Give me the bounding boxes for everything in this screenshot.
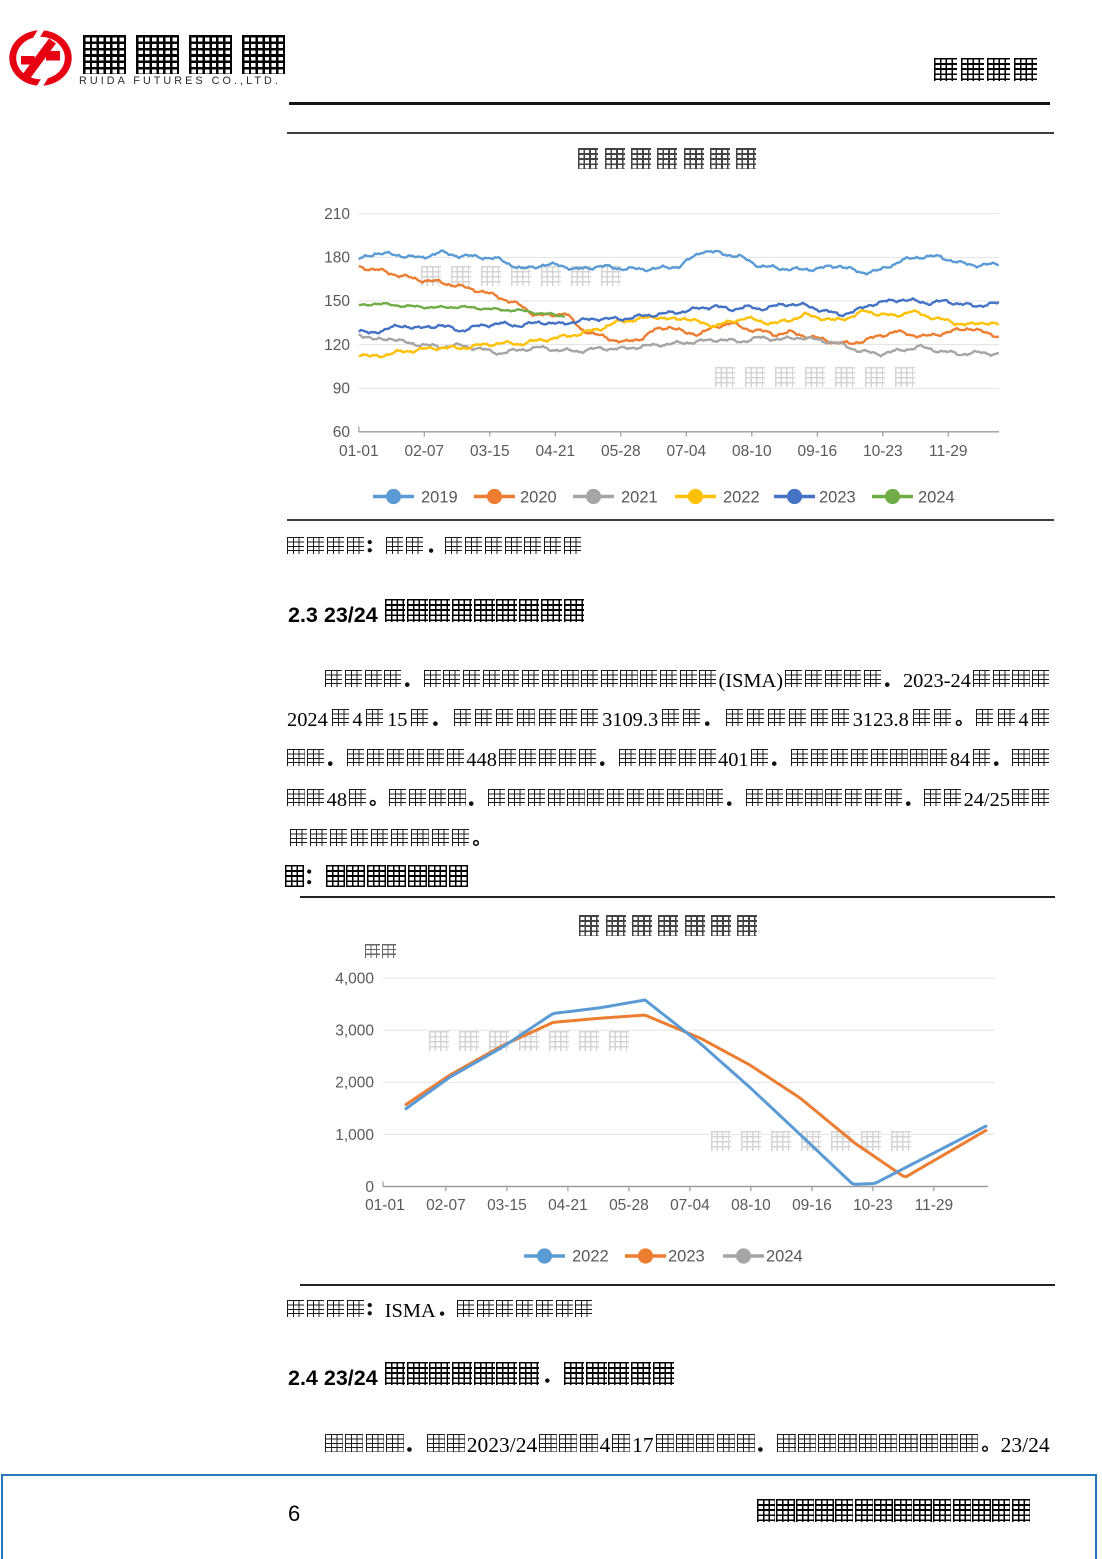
svg-text:10-23: 10-23 xyxy=(863,443,903,460)
svg-text:02-07: 02-07 xyxy=(404,443,444,460)
svg-text:150: 150 xyxy=(324,293,350,310)
svg-text:11-29: 11-29 xyxy=(929,443,968,460)
svg-text:09-16: 09-16 xyxy=(792,1197,832,1214)
svg-text:05-28: 05-28 xyxy=(601,443,641,460)
svg-text:09-16: 09-16 xyxy=(797,443,837,460)
svg-text:2024: 2024 xyxy=(918,489,955,507)
svg-text:10-23: 10-23 xyxy=(853,1197,893,1214)
svg-text:2023: 2023 xyxy=(668,1248,705,1266)
svg-text:01-01: 01-01 xyxy=(365,1197,405,1214)
svg-text:04-21: 04-21 xyxy=(535,443,575,460)
svg-text:08-10: 08-10 xyxy=(731,1197,771,1214)
svg-text:2020: 2020 xyxy=(520,489,557,507)
svg-text:180: 180 xyxy=(324,250,350,267)
svg-text:01-01: 01-01 xyxy=(339,443,379,460)
svg-text:04-21: 04-21 xyxy=(548,1197,588,1214)
svg-text:60: 60 xyxy=(333,424,351,441)
svg-text:2022: 2022 xyxy=(723,489,760,507)
svg-text:07-04: 07-04 xyxy=(666,443,706,460)
svg-text:03-15: 03-15 xyxy=(487,1197,527,1214)
svg-text:07-04: 07-04 xyxy=(670,1197,710,1214)
svg-text:08-10: 08-10 xyxy=(732,443,772,460)
svg-text:210: 210 xyxy=(324,206,350,223)
svg-text:05-28: 05-28 xyxy=(609,1197,649,1214)
svg-text:90: 90 xyxy=(333,380,351,397)
svg-text:2019: 2019 xyxy=(421,489,458,507)
svg-text:2021: 2021 xyxy=(621,489,658,507)
svg-text:4,000: 4,000 xyxy=(335,971,374,988)
svg-text:2023: 2023 xyxy=(819,489,856,507)
svg-text:3,000: 3,000 xyxy=(335,1023,374,1040)
svg-text:11-29: 11-29 xyxy=(915,1197,954,1214)
svg-text:2022: 2022 xyxy=(572,1248,609,1266)
svg-text:2,000: 2,000 xyxy=(335,1075,374,1092)
svg-text:03-15: 03-15 xyxy=(470,443,510,460)
svg-text:120: 120 xyxy=(324,337,350,354)
svg-text:2024: 2024 xyxy=(766,1248,803,1266)
svg-text:1,000: 1,000 xyxy=(335,1127,374,1144)
svg-text:0: 0 xyxy=(365,1179,374,1196)
svg-text:02-07: 02-07 xyxy=(426,1197,466,1214)
